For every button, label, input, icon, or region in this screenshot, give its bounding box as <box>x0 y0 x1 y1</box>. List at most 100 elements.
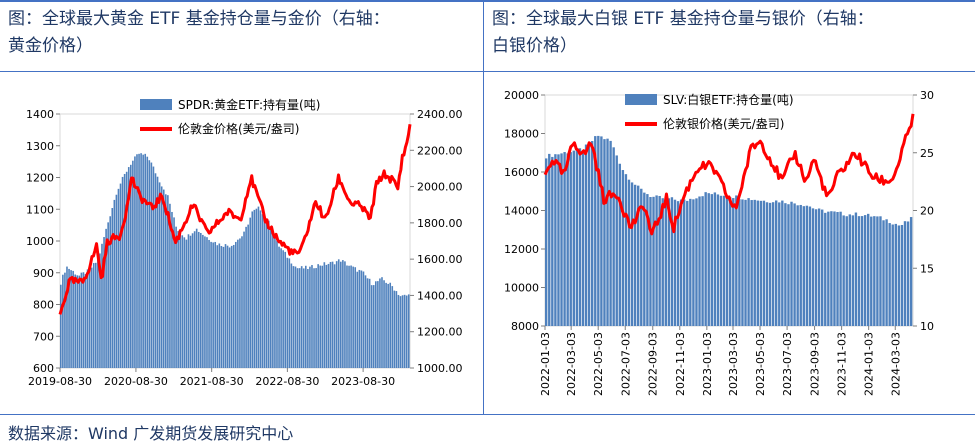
y-right-tick-label: 15 <box>920 262 934 275</box>
holdings-bar <box>584 144 588 326</box>
holdings-bar <box>82 272 85 368</box>
holdings-bar <box>243 231 245 368</box>
legend-bar-swatch <box>625 94 657 105</box>
holdings-bar <box>701 196 704 326</box>
holdings-bar <box>356 271 359 368</box>
holdings-bar <box>335 261 338 368</box>
holdings-bar <box>670 197 674 326</box>
holdings-bar <box>833 211 836 326</box>
holdings-bar <box>167 195 169 368</box>
holdings-bar <box>710 194 713 326</box>
holdings-bar <box>189 235 192 368</box>
y-left-tick-label: 8000 <box>511 320 539 333</box>
y-right-tick-label: 1600.00 <box>417 253 463 266</box>
x-tick-label: 2022-08-30 <box>255 375 319 388</box>
holdings-bar <box>311 265 313 368</box>
holdings-bar <box>117 188 120 368</box>
holdings-bar <box>156 176 159 368</box>
holdings-bar <box>560 153 563 326</box>
holdings-bar <box>722 195 726 326</box>
holdings-bar <box>140 153 142 368</box>
holdings-bar <box>830 211 833 326</box>
holdings-bar <box>237 239 239 368</box>
holdings-bar <box>597 135 600 326</box>
holdings-bar <box>630 182 634 326</box>
holdings-bar <box>676 201 680 326</box>
holdings-bar <box>165 194 167 368</box>
holdings-bar <box>340 261 342 368</box>
holdings-bar <box>557 154 560 326</box>
holdings-bar <box>854 212 858 326</box>
bottom-rule <box>0 414 975 415</box>
holdings-bar <box>245 226 247 368</box>
holdings-bar <box>175 226 177 368</box>
legend-bar-label: SPDR:黄金ETF:持有量(吨) <box>178 97 320 112</box>
holdings-bar <box>888 223 891 326</box>
holdings-bar <box>827 211 830 326</box>
holdings-bar <box>673 199 677 326</box>
holdings-bar <box>719 195 723 326</box>
y-right-tick-label: 2000.00 <box>417 181 463 194</box>
holdings-bar <box>344 261 346 368</box>
holdings-bar <box>808 206 812 326</box>
x-tick-label: 2022-03-03 <box>565 332 578 396</box>
holdings-bar <box>284 251 287 368</box>
holdings-bar <box>294 266 297 368</box>
holdings-bar <box>725 196 729 326</box>
y-right-tick-label: 25 <box>920 147 934 160</box>
holdings-bar <box>123 173 126 368</box>
holdings-bar <box>572 150 575 326</box>
holdings-bar <box>317 264 319 368</box>
right-panel-title: 图：全球最大白银 ETF 基金持仓量与银价（右轴： 白银价格） <box>492 6 970 60</box>
x-tick-label: 2023-08-30 <box>331 375 395 388</box>
holdings-bar <box>882 220 885 326</box>
holdings-bar <box>220 246 223 368</box>
holdings-bar <box>569 152 572 326</box>
y-right-tick-label: 2400.00 <box>417 108 463 121</box>
x-tick-label: 2024-03-03 <box>889 332 902 396</box>
holdings-bar <box>115 194 118 368</box>
holdings-bar <box>323 262 326 368</box>
holdings-bar <box>857 216 861 326</box>
legend-line-label: 伦敦银价格(美元/盎司) <box>663 116 784 131</box>
holdings-bar <box>62 274 64 368</box>
holdings-bar <box>286 257 289 368</box>
holdings-bar <box>686 200 689 326</box>
holdings-bar <box>107 222 109 368</box>
price-line <box>58 124 412 315</box>
gold-etf-chart: 600 700 800 900 1000 1100 1200 1300 1400 1000.00 1… <box>26 97 463 388</box>
holdings-bar <box>393 290 396 368</box>
holdings-bar <box>698 196 701 326</box>
holdings-bar <box>292 266 295 368</box>
x-tick-label: 2023-05-03 <box>754 332 767 396</box>
holdings-bar <box>771 202 775 326</box>
holdings-bar <box>385 282 387 368</box>
x-tick-label: 2024-01-03 <box>863 332 876 396</box>
holdings-bar <box>756 200 759 326</box>
holdings-bar <box>735 195 738 326</box>
holdings-bar <box>649 197 652 326</box>
holdings-bar <box>407 294 410 368</box>
y-right-tick-label: 1000.00 <box>417 362 463 375</box>
holdings-bar <box>80 272 83 368</box>
holdings-bar <box>633 184 637 326</box>
holdings-bar <box>302 268 305 368</box>
y-right-tick-label: 1400.00 <box>417 289 463 302</box>
holdings-bar <box>744 199 747 326</box>
holdings-bar <box>288 258 291 368</box>
holdings-bar <box>790 201 793 326</box>
holdings-bar <box>817 208 821 326</box>
holdings-bar <box>177 231 179 368</box>
holdings-bar <box>778 202 781 326</box>
holdings-bar <box>173 217 175 368</box>
title-rule <box>0 71 975 72</box>
holdings-bar <box>370 285 373 368</box>
holdings-bar <box>768 202 772 326</box>
holdings-bar <box>247 224 249 368</box>
legend-line-label: 伦敦金价格(美元/盎司) <box>178 121 299 136</box>
x-tick-label: 2021-08-30 <box>180 375 244 388</box>
left-panel-title: 图：全球最大黄金 ETF 基金持仓量与金价（右轴： 黄金价格） <box>8 6 478 60</box>
holdings-bar <box>206 237 208 368</box>
x-tick-label: 2023-07-03 <box>781 332 794 396</box>
holdings-bar <box>125 171 128 368</box>
